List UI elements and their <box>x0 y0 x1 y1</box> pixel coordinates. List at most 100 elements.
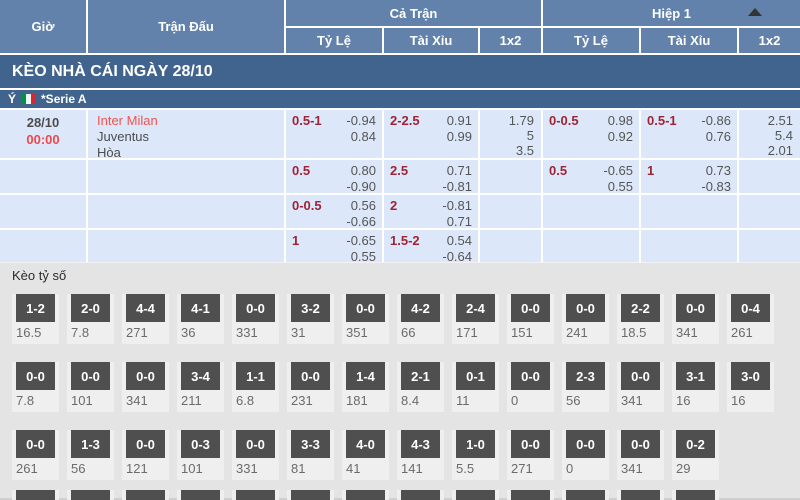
odds-value[interactable]: 0.84 <box>350 129 376 144</box>
score-box[interactable] <box>71 490 110 500</box>
score-cell[interactable]: 3-3 81 <box>287 430 334 480</box>
header-h1-over-under[interactable]: Tài Xỉu <box>641 28 737 53</box>
score-cell[interactable]: 0-0 341 <box>617 362 664 412</box>
score-cell[interactable] <box>287 490 334 500</box>
odds-values[interactable]: -0.65 0.55 <box>603 163 633 193</box>
odds-value[interactable]: 0.80 <box>350 163 376 178</box>
odds-values[interactable]: 0.98 0.92 <box>608 113 633 158</box>
score-box[interactable]: 1-1 <box>236 362 275 390</box>
score-box[interactable]: 4-1 <box>181 294 220 322</box>
odds-value[interactable]: -0.81 <box>442 179 472 193</box>
score-box[interactable] <box>236 490 275 500</box>
score-box[interactable]: 0-0 <box>566 294 605 322</box>
score-box[interactable]: 0-0 <box>511 294 550 322</box>
header-ft-over-under[interactable]: Tài Xỉu <box>384 28 478 53</box>
score-cell[interactable] <box>12 490 59 500</box>
h1-1x2-cell[interactable] <box>739 195 800 228</box>
odds-values[interactable]: 0.73 -0.83 <box>701 163 731 193</box>
odds-values[interactable]: 0.54 -0.64 <box>442 233 472 262</box>
odds-value[interactable]: 0.73 <box>705 163 731 178</box>
score-box[interactable] <box>346 490 385 500</box>
score-cell[interactable]: 0-0 271 <box>507 430 554 480</box>
score-box[interactable]: 0-0 <box>236 294 275 322</box>
h1-1x2-cell[interactable]: 2.51 5.4 2.01 <box>739 110 800 158</box>
score-cell[interactable]: 0-4 261 <box>727 294 774 344</box>
match-cell[interactable] <box>88 160 284 193</box>
triangle-up-icon[interactable] <box>748 8 762 16</box>
score-box[interactable]: 0-0 <box>126 362 165 390</box>
odds-value[interactable]: 0.54 <box>446 233 472 248</box>
score-cell[interactable] <box>342 490 389 500</box>
score-box[interactable]: 3-3 <box>291 430 330 458</box>
score-cell[interactable]: 1-0 5.5 <box>452 430 499 480</box>
ft-over-under-cell[interactable]: 2.5 0.71 -0.81 <box>384 160 478 193</box>
score-box[interactable]: 1-3 <box>71 430 110 458</box>
score-cell[interactable]: 0-3 101 <box>177 430 224 480</box>
h1-over-under-cell[interactable] <box>641 230 737 262</box>
odds-values[interactable]: 0.91 0.99 <box>447 113 472 158</box>
score-box[interactable]: 1-4 <box>346 362 385 390</box>
odds-values[interactable]: -0.65 0.55 <box>346 233 376 262</box>
odds-value[interactable]: 0.55 <box>350 249 376 262</box>
score-cell[interactable]: 0-0 231 <box>287 362 334 412</box>
score-box[interactable]: 0-1 <box>456 362 495 390</box>
score-box[interactable] <box>126 490 165 500</box>
odds-value[interactable]: 5.4 <box>774 128 793 143</box>
match-cell[interactable] <box>88 195 284 228</box>
score-box[interactable]: 1-2 <box>16 294 55 322</box>
score-cell[interactable]: 0-0 121 <box>122 430 169 480</box>
score-cell[interactable] <box>232 490 279 500</box>
odds-values[interactable]: 0.56 -0.66 <box>346 198 376 228</box>
score-cell[interactable] <box>562 490 609 500</box>
score-box[interactable]: 0-0 <box>621 430 660 458</box>
score-box[interactable]: 2-3 <box>566 362 605 390</box>
score-box[interactable]: 0-0 <box>291 362 330 390</box>
h1-over-under-cell[interactable] <box>641 195 737 228</box>
odds-value[interactable]: 2.01 <box>767 143 793 158</box>
score-box[interactable]: 3-4 <box>181 362 220 390</box>
h1-1x2-cell[interactable] <box>739 230 800 262</box>
score-cell[interactable]: 4-1 36 <box>177 294 224 344</box>
score-cell[interactable]: 1-4 181 <box>342 362 389 412</box>
odds-value[interactable]: -0.81 <box>442 198 472 213</box>
ft-1x2-cell[interactable] <box>480 160 541 193</box>
score-box[interactable]: 0-0 <box>346 294 385 322</box>
score-cell[interactable] <box>617 490 664 500</box>
score-cell[interactable]: 2-1 8.4 <box>397 362 444 412</box>
score-box[interactable]: 0-0 <box>236 430 275 458</box>
score-cell[interactable]: 0-0 0 <box>507 362 554 412</box>
score-box[interactable]: 0-2 <box>676 430 715 458</box>
odds-value[interactable]: -0.64 <box>442 249 472 262</box>
odds-value[interactable]: -0.94 <box>346 113 376 128</box>
header-h1-handicap[interactable]: Tỷ Lệ <box>543 28 639 53</box>
odds-value[interactable]: 0.98 <box>607 113 633 128</box>
header-h1-1x2[interactable]: 1x2 <box>739 28 800 53</box>
score-box[interactable]: 0-0 <box>511 430 550 458</box>
odds-values[interactable]: -0.81 0.71 <box>442 198 472 228</box>
score-box[interactable] <box>291 490 330 500</box>
score-box[interactable] <box>676 490 715 500</box>
score-cell[interactable]: 0-0 0 <box>562 430 609 480</box>
league-row[interactable]: Ý *Serie A <box>0 90 800 108</box>
score-box[interactable]: 3-0 <box>731 362 770 390</box>
score-cell[interactable]: 0-0 151 <box>507 294 554 344</box>
score-cell[interactable]: 3-1 16 <box>672 362 719 412</box>
odds-value[interactable]: 0.55 <box>607 179 633 193</box>
odds-value[interactable]: 5 <box>526 128 534 143</box>
ft-handicap-cell[interactable]: 1 -0.65 0.55 <box>286 230 382 262</box>
h1-handicap-cell[interactable]: 0-0.5 0.98 0.92 <box>543 110 639 158</box>
ft-over-under-cell[interactable]: 2-2.5 0.91 0.99 <box>384 110 478 158</box>
h1-handicap-cell[interactable] <box>543 195 639 228</box>
odds-value[interactable]: 0.56 <box>350 198 376 213</box>
score-box[interactable]: 0-0 <box>126 430 165 458</box>
ft-1x2-cell[interactable] <box>480 230 541 262</box>
score-box[interactable]: 0-0 <box>16 362 55 390</box>
h1-over-under-cell[interactable]: 1 0.73 -0.83 <box>641 160 737 193</box>
score-cell[interactable] <box>397 490 444 500</box>
ft-handicap-cell[interactable]: 0-0.5 0.56 -0.66 <box>286 195 382 228</box>
score-cell[interactable]: 0-1 11 <box>452 362 499 412</box>
score-box[interactable]: 0-0 <box>621 362 660 390</box>
odds-value[interactable]: -0.83 <box>701 179 731 193</box>
score-box[interactable]: 0-4 <box>731 294 770 322</box>
score-box[interactable]: 2-1 <box>401 362 440 390</box>
